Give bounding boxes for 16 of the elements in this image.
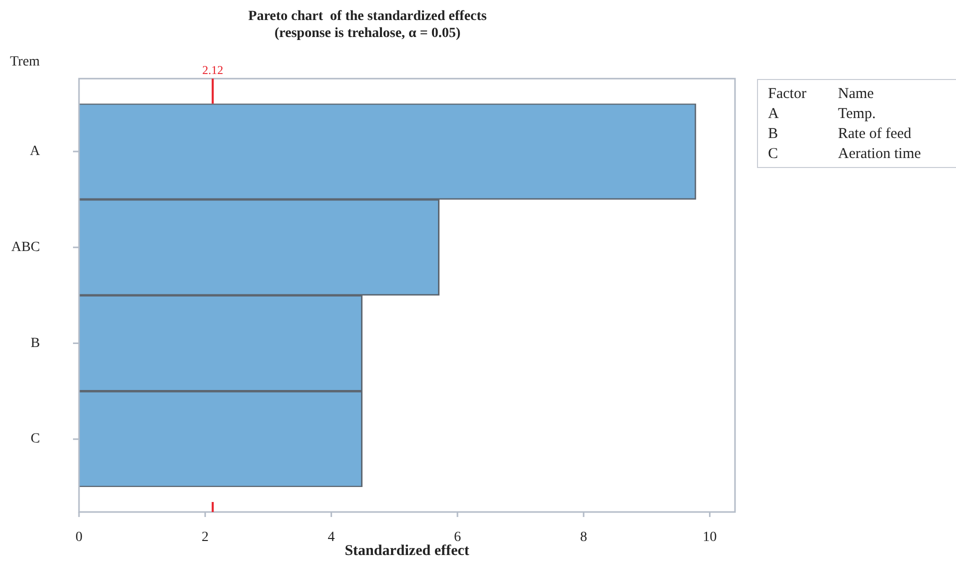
y-tick-label: C <box>30 432 40 447</box>
factor-table: Factor Name A Temp. B Rate of feed C Aeration time <box>757 79 956 168</box>
y-axis-title: Trem <box>10 54 40 70</box>
ref-line-label: 2.12 <box>202 62 224 77</box>
y-tick-label: B <box>30 336 40 351</box>
x-tick-label: 0 <box>76 530 82 546</box>
chart-title: Pareto chart of the standardized effects <box>248 9 488 24</box>
x-tick-label: 4 <box>328 530 335 546</box>
x-axis-title: Standardized effect <box>344 542 470 559</box>
y-tick-label: ABC <box>11 240 40 256</box>
x-tick-label: 2 <box>202 530 209 546</box>
x-tick-label: 6 <box>454 530 461 546</box>
x-tick-label: 10 <box>702 530 717 546</box>
chart-subtitle: (response is trehalose, α = 0.05) <box>274 26 461 41</box>
x-tick-label: 8 <box>580 530 588 546</box>
y-tick-label: A <box>30 144 41 160</box>
